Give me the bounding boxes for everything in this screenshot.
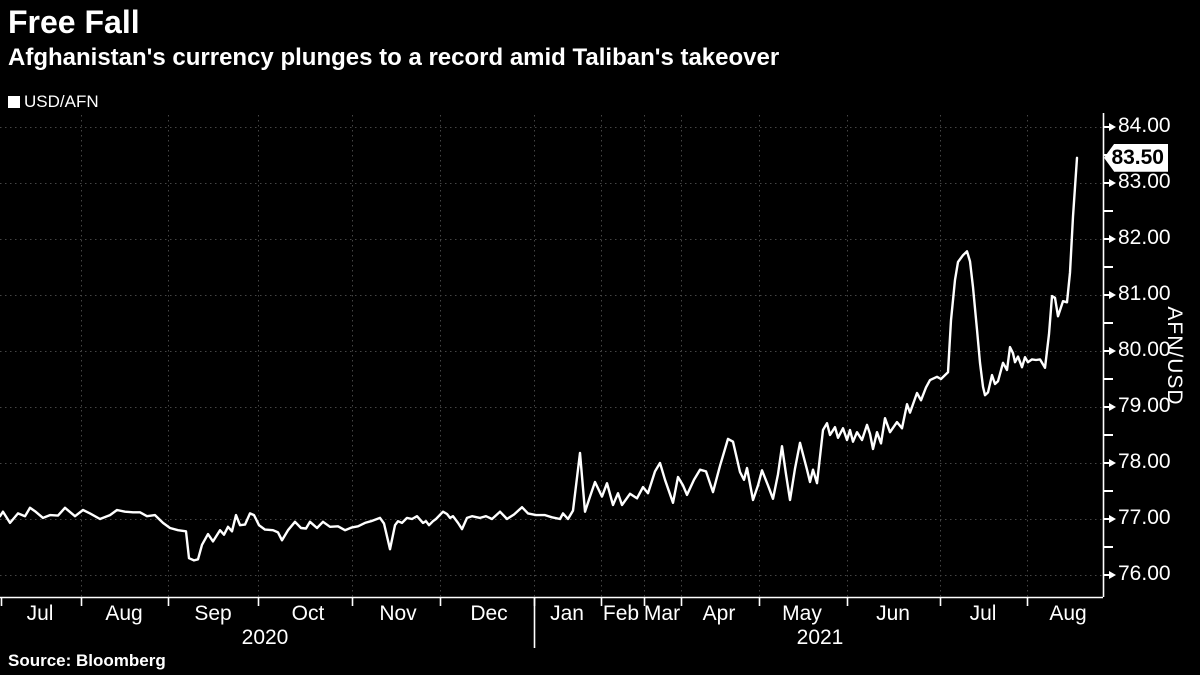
x-month-label: Nov (379, 602, 417, 625)
legend: USD/AFN (8, 92, 99, 112)
x-month-label: Sep (194, 602, 232, 625)
y-tick-label: 79.00 (1118, 394, 1171, 417)
x-month-label: Dec (470, 602, 508, 625)
source-note: Source: Bloomberg (8, 651, 166, 670)
x-month-label: Jun (876, 602, 910, 625)
y-tick-label: 80.00 (1118, 338, 1171, 361)
y-tick-label: 77.00 (1118, 506, 1171, 529)
y-tick-label: 84.00 (1118, 114, 1171, 137)
x-month-label: Apr (702, 602, 736, 625)
x-month-label: Aug (105, 602, 143, 625)
x-month-label: Jan (550, 602, 584, 625)
y-tick-label: 78.00 (1118, 450, 1171, 473)
y-tick-label: 82.00 (1118, 226, 1171, 249)
y-tick-label: 76.00 (1118, 562, 1171, 585)
x-month-label: Jul (969, 602, 997, 625)
x-month-label: May (782, 602, 822, 625)
legend-label: USD/AFN (24, 92, 99, 111)
x-month-label: Oct (291, 602, 325, 625)
legend-swatch-icon (8, 96, 20, 108)
chart-subtitle: Afghanistan's currency plunges to a reco… (8, 44, 780, 71)
chart-title: Free Fall (8, 4, 140, 40)
x-month-label: Jul (26, 602, 54, 625)
x-month-label: Mar (643, 602, 681, 625)
x-month-label: Feb (602, 602, 640, 625)
x-year-label: 2021 (796, 626, 844, 649)
y-axis-title: AFN/USD (1163, 306, 1186, 406)
x-year-label: 2020 (241, 626, 289, 649)
y-tick-label: 81.00 (1118, 282, 1171, 305)
y-tick-label: 83.00 (1118, 170, 1171, 193)
last-price-tag: 83.50 (1104, 143, 1168, 172)
x-month-label: Aug (1049, 602, 1087, 625)
